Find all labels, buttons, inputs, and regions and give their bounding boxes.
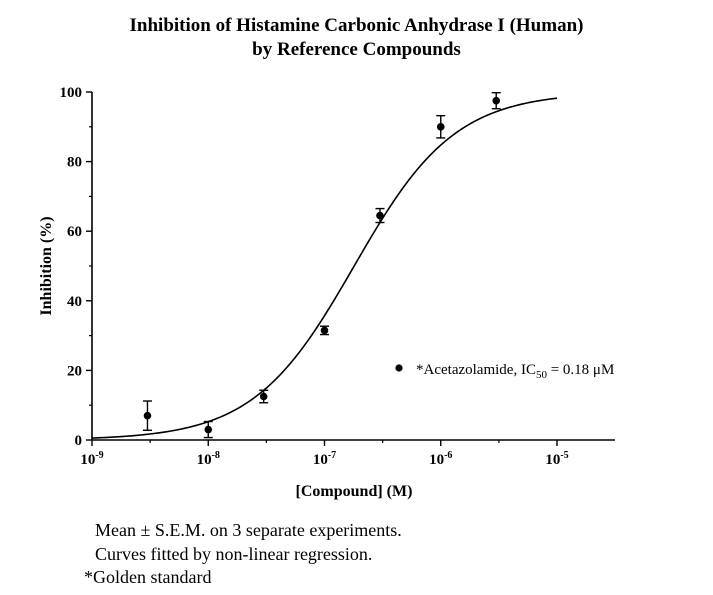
data-point (142, 400, 152, 431)
point-marker (204, 425, 213, 434)
x-tick-base: 10 (197, 452, 212, 468)
y-axis-label: Inhibition (%) (38, 216, 55, 315)
point-marker (492, 96, 501, 105)
data-point (203, 420, 213, 439)
legend-label-prefix: *Acetazolamide, IC (416, 362, 536, 378)
point-marker (436, 123, 445, 131)
y-tick-label: 0 (75, 433, 83, 449)
chart-title: Inhibition of Histamine Carbonic Anhydra… (129, 15, 584, 36)
x-tick-exponent: -6 (444, 450, 452, 461)
y-tick-label: 80 (67, 155, 82, 171)
legend-label: *Acetazolamide, IC50 = 0.18 μM (416, 362, 614, 381)
x-axis-ticks: 10-9 10-8 10-7 10-6 10-5 (80, 440, 569, 468)
legend-label-suffix: = 0.18 μM (547, 362, 614, 378)
legend-marker (395, 364, 403, 372)
point-marker (376, 211, 384, 220)
x-tick-label: 10-7 (313, 450, 336, 468)
x-tick-base: 10 (545, 452, 560, 468)
footnote-curve-fit: Curves fitted by non-linear regression. (95, 544, 373, 564)
y-tick-label: 60 (67, 224, 82, 240)
data-points (142, 91, 501, 439)
x-tick-exponent: -7 (328, 450, 336, 461)
x-tick-exponent: -9 (95, 450, 103, 461)
data-point (320, 325, 329, 336)
point-marker (143, 411, 152, 420)
x-tick-exponent: -8 (212, 450, 220, 461)
data-point (375, 207, 385, 224)
y-tick-label: 20 (67, 363, 82, 379)
point-marker (259, 392, 268, 401)
x-tick-label: 10-8 (197, 450, 220, 468)
y-axis-ticks: 0 20 40 60 80 100 (60, 85, 92, 449)
fit-curve (91, 97, 558, 439)
x-tick-label: 10-5 (545, 450, 568, 468)
y-tick-label: 100 (60, 85, 83, 101)
x-tick-base: 10 (313, 452, 328, 468)
chart-subtitle: by Reference Compounds (252, 39, 461, 60)
x-tick-label: 10-9 (80, 450, 103, 468)
x-tick-label: 10-6 (429, 450, 452, 468)
legend-label-subscript: 50 (536, 369, 548, 381)
x-tick-base: 10 (429, 452, 444, 468)
x-tick-exponent: -5 (560, 450, 568, 461)
data-point (491, 91, 501, 110)
footnote-golden-standard: *Golden standard (84, 567, 212, 587)
y-tick-label: 40 (67, 294, 82, 310)
footnote-mean-sem: Mean ± S.E.M. on 3 separate experiments. (95, 520, 402, 540)
point-marker (320, 326, 329, 335)
data-point (436, 114, 446, 139)
x-tick-base: 10 (80, 452, 95, 468)
legend: *Acetazolamide, IC50 = 0.18 μM (395, 362, 614, 381)
data-point (259, 389, 269, 404)
x-axis-label: [Compound] (M) (296, 483, 413, 500)
